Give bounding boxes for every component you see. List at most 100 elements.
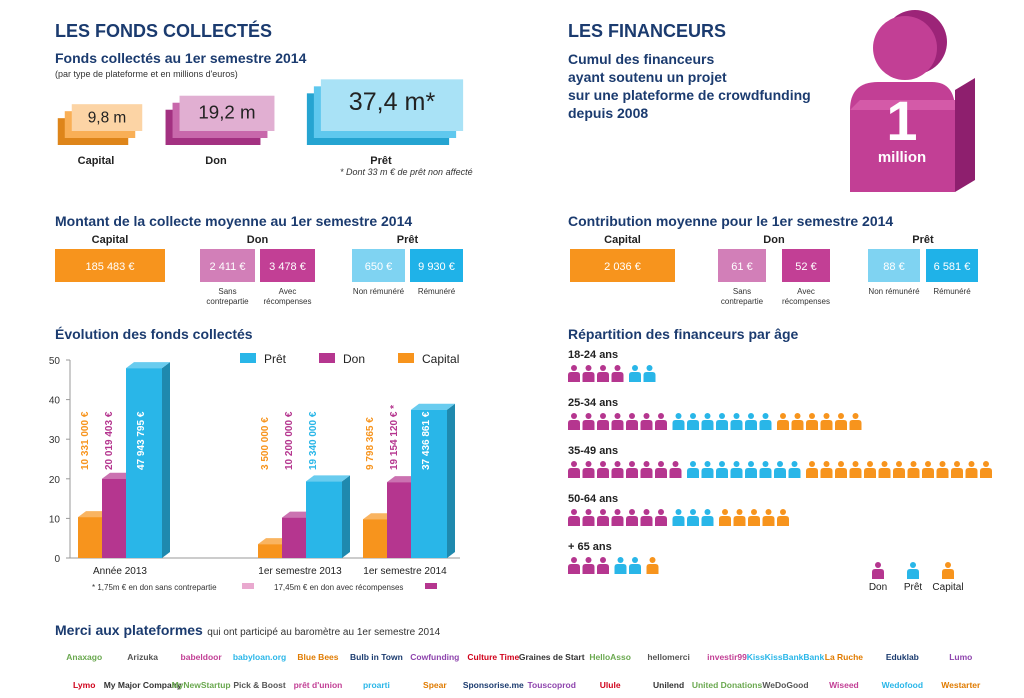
person (864, 461, 876, 478)
person (762, 509, 775, 526)
person-head (719, 461, 725, 467)
person (878, 461, 891, 478)
person-head (600, 413, 606, 419)
platform-logo: Blue Bees (297, 652, 338, 662)
person-head (585, 509, 592, 515)
person-head (896, 461, 902, 467)
legend-icon (907, 562, 919, 579)
person (646, 557, 659, 574)
person-head (910, 562, 916, 568)
platform-logo: hellomerci (647, 652, 690, 662)
person (582, 365, 595, 382)
person-body (835, 420, 847, 430)
person-body (640, 420, 653, 430)
person-body (980, 468, 992, 478)
person-head (838, 461, 844, 467)
platform-logo: investir99 (707, 652, 747, 662)
person (936, 461, 949, 478)
platform-logo: prêt d'union (294, 680, 343, 690)
amount-box (570, 249, 675, 282)
person-head (675, 509, 682, 515)
person-head (736, 509, 743, 515)
person-body (568, 468, 580, 478)
text-line: depuis 2008 (568, 105, 648, 121)
person (640, 461, 653, 478)
person (777, 413, 789, 430)
person-body (733, 516, 746, 526)
section-title: Contribution moyenne pour le 1er semestr… (568, 213, 893, 229)
person-body (774, 468, 786, 478)
person-body (597, 420, 609, 430)
amount: 650 € (365, 261, 393, 273)
legend-icon (942, 562, 954, 579)
person (820, 461, 833, 478)
footnote: * Dont 33 m € de prêt non affecté (340, 167, 473, 177)
person-head (954, 461, 960, 467)
person-body (701, 420, 714, 430)
platform-logo: Lymo (73, 680, 95, 690)
y-tick-label: 0 (54, 554, 60, 565)
person (582, 557, 595, 574)
amount-box (200, 249, 255, 282)
person (672, 509, 685, 526)
person (611, 365, 624, 382)
person-body (965, 468, 978, 478)
person (655, 461, 667, 478)
person-head (780, 509, 786, 515)
person (672, 413, 685, 430)
person-body (777, 420, 789, 430)
person-body (655, 516, 667, 526)
person-head (762, 461, 769, 467)
person (669, 461, 682, 478)
platform-logo: Culture Time (467, 652, 519, 662)
platform-logo: MyNewStartup (172, 680, 231, 690)
person-body (582, 372, 595, 382)
person-body (745, 420, 757, 430)
amount-caption: Non rémunéré (868, 287, 920, 296)
person (597, 557, 609, 574)
person (701, 461, 714, 478)
amount: 88 € (883, 261, 904, 273)
person (597, 413, 609, 430)
person-icon (850, 10, 975, 192)
amount-caption: récompenses (263, 297, 311, 306)
person-body (716, 468, 728, 478)
legend-swatch (398, 353, 414, 363)
person-body (806, 420, 818, 430)
person-body (629, 372, 641, 382)
subtitle: Fonds collectés au 1er semestre 2014 (55, 50, 307, 66)
value-label: 19 154 120 € * (389, 405, 400, 470)
person-head (658, 461, 664, 467)
amount-caption: Non rémunéré (353, 287, 405, 296)
person (777, 509, 789, 526)
bar-side (447, 403, 455, 558)
person-body (640, 516, 653, 526)
person (730, 413, 743, 430)
person-body (951, 468, 963, 478)
person-head (823, 413, 830, 419)
person (655, 509, 667, 526)
person (788, 461, 801, 478)
note: * 1,75m € en don sans contrepartie (92, 583, 217, 592)
person-head (751, 509, 757, 515)
person-body (568, 564, 580, 574)
person-body (646, 564, 659, 574)
person-body (893, 468, 905, 478)
group-label: Prêt (912, 234, 934, 246)
person-head (733, 413, 740, 419)
person-head (585, 557, 592, 563)
legend-swatch (240, 353, 256, 363)
person-head (945, 562, 951, 568)
person-body (672, 516, 685, 526)
person-body (597, 564, 609, 574)
person-body (655, 420, 667, 430)
person-head (571, 509, 577, 515)
group-label: Don (763, 234, 785, 246)
platform-logo: Westarter (941, 680, 981, 690)
platform-logo: La Ruche (825, 652, 864, 662)
thanks-line: Merci aux plateformes qui ont participé … (55, 622, 441, 639)
person (745, 413, 757, 430)
amount: 52 € (795, 261, 816, 273)
person (701, 509, 714, 526)
person-head (614, 365, 621, 371)
